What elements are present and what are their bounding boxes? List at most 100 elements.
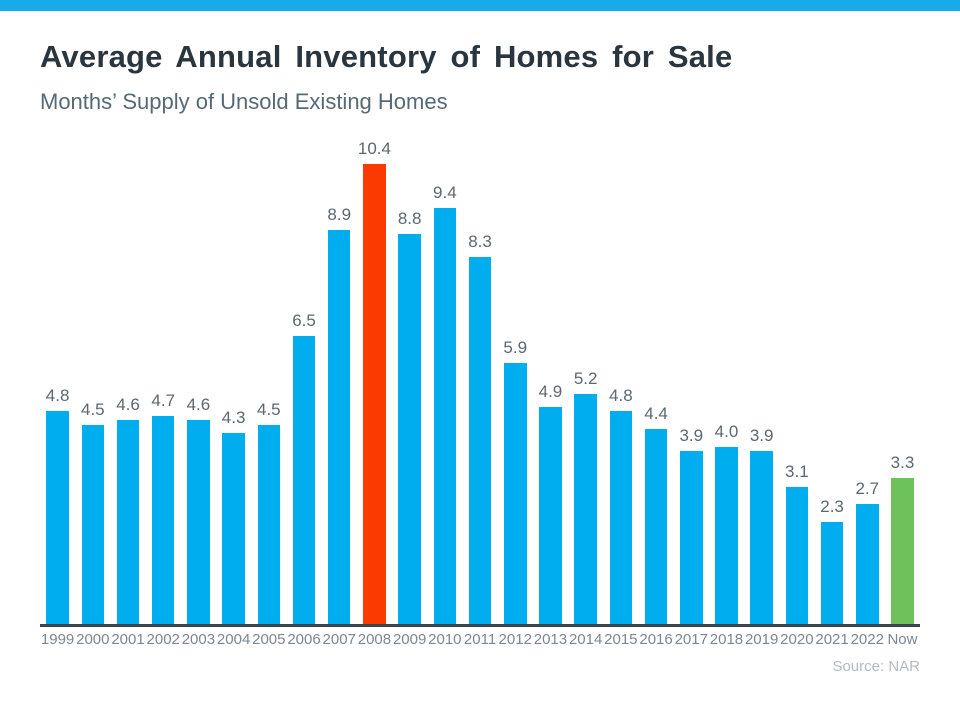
bar-group-2005: 4.5	[251, 400, 286, 624]
bar-group-2021: 2.3	[814, 497, 849, 624]
bar-value-label: 3.9	[679, 426, 704, 446]
bar-group-2008: 10.4	[357, 139, 392, 624]
brand-accent-strip	[0, 0, 960, 11]
bar-group-2011: 8.3	[462, 232, 497, 624]
bar-group-2010: 9.4	[427, 183, 462, 624]
bar-2012	[503, 362, 527, 624]
bar-value-label: 4.6	[116, 395, 140, 415]
x-tick-2007: 2007	[322, 630, 356, 648]
bar-value-label: 9.4	[433, 182, 457, 202]
x-axis-tick-labels: 1999 2000 2001 2002 2003 2004 2005 2006 2007 2008…	[40, 631, 920, 648]
bar-value-label: 4.8	[609, 386, 633, 406]
bar-2002	[151, 415, 175, 624]
bar-2014	[574, 393, 597, 624]
bar-group-2015: 4.8	[603, 386, 638, 624]
bar-2004	[222, 433, 245, 624]
bar-value-label: 10.4	[357, 138, 391, 158]
bar-value-label: 5.9	[503, 337, 528, 357]
x-tick-2004: 2004	[216, 630, 251, 648]
bar-group-2000: 4.5	[75, 400, 110, 624]
bar-2011	[468, 256, 492, 624]
bar-2021	[820, 521, 844, 624]
bar-group-2001: 4.6	[110, 395, 145, 624]
bar-value-label: 4.5	[80, 399, 105, 419]
source-attribution: Source: NAR	[832, 657, 920, 675]
bar-group-2006: 6.5	[286, 311, 321, 624]
bar-2001	[116, 420, 140, 624]
bar-group-2013: 4.9	[533, 382, 568, 624]
bar-2005	[257, 424, 281, 624]
bar-group-1999: 4.8	[40, 386, 75, 624]
bar-chart: 4.8 4.5 4.6 4.7 4.6 4.3 4.5 6.5 8.9 10.4 8.8 9.4 8.3…	[40, 137, 920, 675]
bar-value-label: 4.4	[644, 404, 668, 424]
x-tick-2010: 2010	[428, 630, 462, 648]
bar-2009	[398, 234, 421, 624]
x-tick-2003: 2003	[181, 630, 216, 648]
page-title: Average Annual Inventory of Homes for Sa…	[40, 39, 733, 74]
x-tick-2001: 2001	[111, 630, 145, 648]
x-tick-2008: 2008	[357, 630, 392, 648]
x-tick-2015: 2015	[604, 630, 638, 648]
bar-group-2002: 4.7	[146, 391, 181, 624]
x-tick-2012: 2012	[498, 630, 532, 648]
bar-group-now: 3.3	[885, 453, 920, 624]
bar-2010	[433, 207, 457, 624]
bar-2017	[680, 451, 703, 624]
page-subtitle: Months’ Supply of Unsold Existing Homes	[40, 88, 448, 114]
bar-value-label: 4.9	[538, 381, 563, 401]
x-tick-1999: 1999	[40, 630, 75, 648]
chart-page: Average Annual Inventory of Homes for Sa…	[0, 11, 960, 675]
x-tick-2000: 2000	[76, 630, 110, 648]
bar-group-2012: 5.9	[498, 338, 533, 624]
bar-plot-area: 4.8 4.5 4.6 4.7 4.6 4.3 4.5 6.5 8.9 10.4 8.8 9.4 8.3…	[40, 137, 920, 624]
bar-value-label: 4.6	[186, 395, 211, 415]
x-tick-2013: 2013	[533, 630, 568, 648]
x-axis-line	[40, 623, 920, 627]
bar-value-label: 5.2	[573, 368, 598, 388]
bar-2016	[644, 429, 668, 624]
x-tick-2014: 2014	[568, 630, 603, 648]
x-tick-2011: 2011	[463, 630, 497, 648]
bar-value-label: 2.7	[855, 479, 880, 499]
x-tick-2002: 2002	[146, 630, 180, 648]
bar-group-2019: 3.9	[744, 426, 779, 624]
bar-2000	[81, 424, 105, 624]
bar-group-2007: 8.9	[322, 205, 357, 624]
bar-group-2009: 8.8	[392, 209, 427, 624]
x-tick-2006: 2006	[287, 630, 321, 648]
bar-value-label: 4.8	[45, 386, 70, 406]
x-tick-2017: 2017	[674, 630, 708, 648]
bar-group-2017: 3.9	[674, 426, 709, 624]
bar-value-label: 6.5	[292, 311, 316, 331]
bar-value-label: 2.3	[820, 496, 844, 516]
bar-group-2014: 5.2	[568, 369, 603, 624]
bar-1999	[46, 411, 69, 624]
bar-value-label: 8.9	[327, 205, 352, 224]
bar-value-label: 3.3	[890, 452, 915, 472]
x-tick-2005: 2005	[252, 630, 286, 648]
x-tick-2009: 2009	[392, 630, 427, 648]
x-tick-2020: 2020	[780, 630, 814, 648]
bar-group-2004: 4.3	[216, 408, 251, 624]
bar-2007	[327, 230, 351, 624]
bar-value-label: 4.5	[257, 399, 281, 419]
x-tick-2022: 2022	[850, 630, 884, 648]
bar-value-label: 4.7	[151, 390, 176, 410]
bar-value-label: 4.3	[221, 408, 246, 428]
bar-value-label: 8.8	[397, 209, 422, 229]
bar-group-2016: 4.4	[638, 404, 673, 624]
bar-2015	[609, 411, 633, 624]
x-tick-now: Now	[887, 630, 918, 648]
x-tick-2016: 2016	[639, 630, 673, 648]
x-tick-2021: 2021	[815, 630, 849, 648]
bar-group-2020: 3.1	[779, 462, 814, 624]
bar-value-label: 3.9	[749, 426, 774, 446]
bar-value-label: 4.0	[714, 421, 739, 441]
bar-group-2018: 4.0	[709, 422, 744, 624]
bar-2013	[539, 406, 562, 624]
bar-now	[891, 477, 914, 624]
bar-value-label: 8.3	[468, 231, 492, 251]
x-tick-2019: 2019	[744, 630, 779, 648]
bar-2020	[785, 486, 809, 624]
bar-2008	[363, 163, 386, 624]
